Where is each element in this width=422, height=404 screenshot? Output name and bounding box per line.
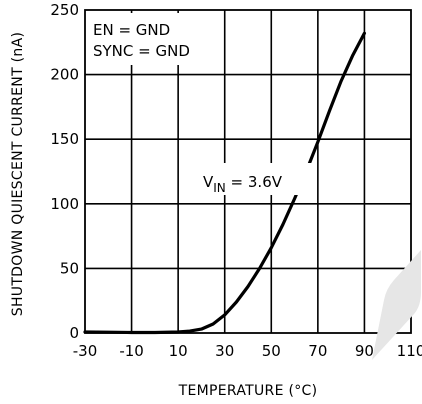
series-annotation-background — [196, 163, 316, 195]
series-label-value: = 3.6V — [226, 173, 283, 191]
x-axis-title: TEMPERATURE (°C) — [178, 383, 318, 399]
y-tick-label: 250 — [50, 1, 79, 19]
series-label-main: V — [203, 173, 214, 191]
x-tick-label: 10 — [169, 342, 188, 360]
x-tick-labels: -30 -10 10 30 50 70 90 110 — [73, 342, 422, 360]
y-axis-title: SHUTDOWN QUIESCENT CURRENT (nA) — [10, 32, 26, 316]
x-tick-label: 50 — [262, 342, 281, 360]
x-tick-label: 70 — [308, 342, 327, 360]
y-tick-label: 0 — [69, 324, 79, 342]
x-tick-label: 90 — [355, 342, 374, 360]
plot-frame — [84, 9, 412, 334]
y-tick-label: 150 — [50, 130, 79, 148]
x-tick-label: -10 — [119, 342, 144, 360]
conditions-box-background — [87, 13, 203, 65]
x-tick-label: -30 — [73, 342, 98, 360]
condition-sync: SYNC = GND — [93, 42, 190, 60]
x-tick-label: 30 — [215, 342, 234, 360]
y-tick-label: 100 — [50, 195, 79, 213]
series-label: VIN = 3.6V — [203, 173, 283, 195]
y-tick-label: 50 — [60, 259, 79, 277]
series-annotation: VIN = 3.6V — [196, 163, 316, 195]
condition-en: EN = GND — [93, 21, 170, 39]
y-tick-label: 200 — [50, 66, 79, 84]
conditions-box: EN = GND SYNC = GND — [87, 13, 203, 65]
decorative-watermark-shape — [372, 250, 421, 360]
series-label-subscript: IN — [213, 181, 226, 195]
series-line-vin-3.6v — [83, 31, 366, 335]
x-tick-label: 110 — [397, 342, 422, 360]
y-tick-labels: 0 50 100 150 200 250 — [50, 1, 79, 342]
